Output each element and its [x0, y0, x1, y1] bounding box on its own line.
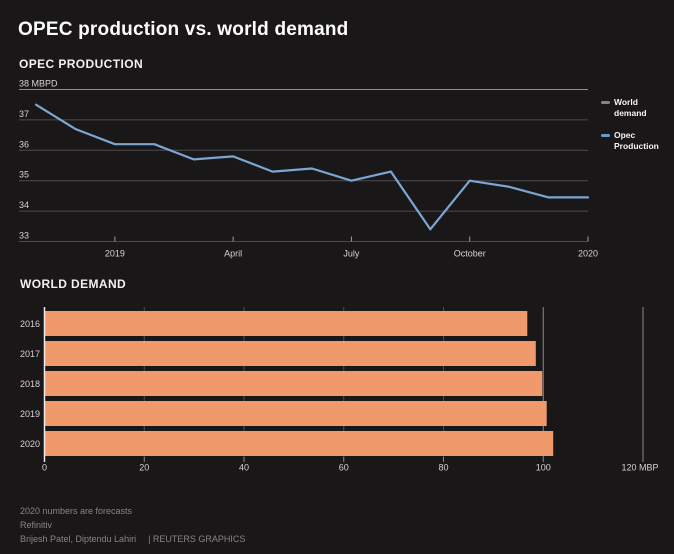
y-axis-label: 35	[19, 170, 29, 180]
bar-year-label: 2019	[20, 409, 40, 419]
y-axis-label: 33	[19, 231, 29, 241]
y-axis-label: 34	[19, 200, 29, 210]
x-axis-label: 2019	[105, 249, 125, 259]
bar-year-label: 2018	[20, 379, 40, 389]
x-axis-label: 2020	[578, 249, 598, 259]
legend-item-world-demand: World demand	[601, 97, 673, 118]
x-axis-label: 100	[536, 463, 551, 473]
bar-year-label: 2020	[20, 439, 40, 449]
bar-chart-title: WORLD DEMAND	[20, 277, 127, 291]
production-line	[34, 103, 590, 231]
bar-year-label: 2017	[20, 349, 40, 359]
footer-byline: Brijesh Patel, Diptendu Lahiri	[20, 534, 137, 544]
chart-legend: World demand Opec Production	[601, 97, 673, 163]
opec-production-line-chart: 38 MBPD 37 36 35 34 33 2019 April July October 202…	[19, 80, 598, 259]
legend-label-opec-production: Opec Production	[614, 130, 659, 151]
legend-item-opec-production: Opec Production	[601, 130, 673, 151]
demand-bar	[44, 431, 554, 456]
x-axis-label: October	[454, 249, 486, 259]
world-demand-swatch	[601, 100, 610, 104]
x-axis-label: July	[343, 249, 360, 259]
x-axis-label: 120 MBP	[621, 463, 658, 473]
bar-year-label: 2016	[20, 319, 40, 329]
line-chart-title: OPEC PRODUCTION	[19, 57, 144, 71]
x-axis-label: April	[224, 249, 242, 259]
y-axis-label: 38 MBPD	[19, 80, 58, 89]
x-axis-label: 60	[339, 463, 349, 473]
footer: 2020 numbers are forecasts Refinitiv Bri…	[20, 504, 245, 546]
demand-bar	[44, 311, 528, 336]
demand-bar	[44, 371, 543, 396]
opec-production-swatch	[601, 133, 610, 137]
demand-bar	[44, 341, 536, 366]
x-axis-label: 80	[438, 463, 448, 473]
y-axis-label: 36	[19, 139, 29, 149]
x-axis-label: 0	[42, 463, 47, 473]
world-demand-bar-chart: 2016 2017 2018 2019 2020 0 20 40 60 80 100 120 MBP	[20, 307, 659, 473]
legend-label-world-demand: World demand	[614, 97, 647, 118]
y-axis-label: 37	[19, 109, 29, 119]
footer-byline-row: Brijesh Patel, Diptendu Lahiri | REUTERS …	[20, 532, 245, 546]
footer-credit: | REUTERS GRAPHICS	[148, 534, 246, 544]
page-title: OPEC production vs. world demand	[18, 19, 349, 40]
demand-bar	[44, 401, 547, 426]
x-axis-label: 20	[139, 463, 149, 473]
footer-note: 2020 numbers are forecasts	[20, 506, 133, 516]
x-axis-label: 40	[239, 463, 249, 473]
footer-source: Refinitiv	[20, 520, 53, 530]
